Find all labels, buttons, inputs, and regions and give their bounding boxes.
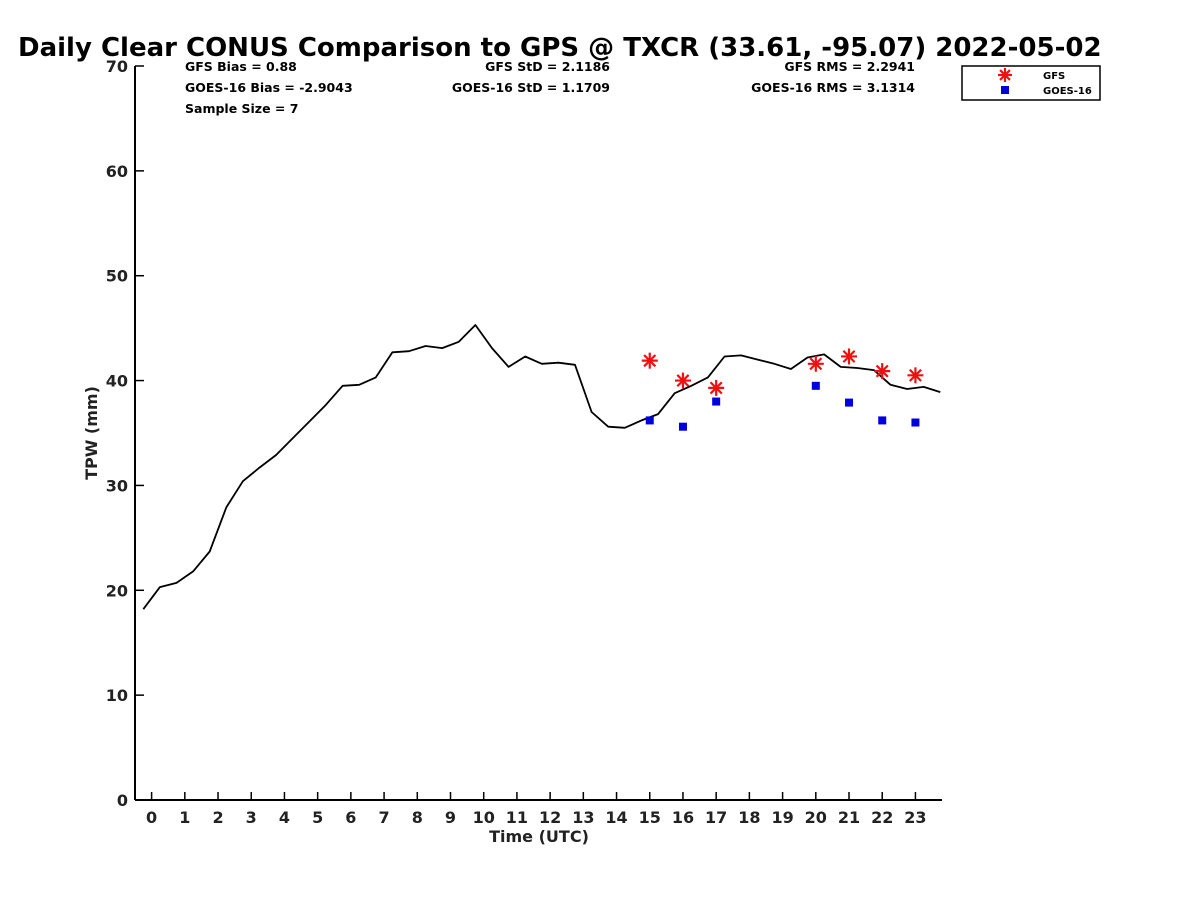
gps-tpw-line	[142, 324, 941, 610]
gfs-bias-text: GFS Bias = 0.88	[185, 59, 297, 74]
legend: GFS GOES-16	[961, 65, 1101, 101]
goes-point	[878, 416, 887, 425]
x-tick-label: 21	[838, 808, 860, 827]
x-tick-label: 18	[738, 808, 760, 827]
x-tick-label: 7	[379, 808, 390, 827]
x-tick-label: 6	[345, 808, 356, 827]
x-tick-label: 3	[246, 808, 257, 827]
x-tick-label: 22	[871, 808, 893, 827]
x-tick-label: 11	[506, 808, 528, 827]
goes-point	[811, 381, 820, 390]
x-tick-label: 1	[179, 808, 190, 827]
x-ticks: 0 1 2 3 4 5 6 7 8 9 10 11 12 13 14 15 16 17 18 19 20 21 22 23	[146, 792, 927, 827]
x-tick-label: 10	[473, 808, 495, 827]
x-tick-label: 2	[212, 808, 223, 827]
gfs-point	[807, 355, 824, 372]
goes-rms-text: GOES-16 RMS = 3.1314	[751, 80, 915, 95]
sample-size-text: Sample Size = 7	[185, 101, 298, 116]
goes-point	[911, 418, 920, 427]
y-tick-label: 0	[117, 791, 128, 810]
x-tick-label: 14	[605, 808, 627, 827]
y-tick-label: 60	[106, 162, 128, 181]
legend-box	[961, 65, 1101, 101]
x-tick-label: 19	[771, 808, 793, 827]
chart-title: Daily Clear CONUS Comparison to GPS @ TX…	[18, 33, 1102, 63]
y-tick-label: 40	[106, 372, 128, 391]
axes	[134, 66, 942, 801]
y-tick-label: 70	[106, 57, 128, 76]
x-tick-label: 5	[312, 808, 323, 827]
x-tick-label: 8	[412, 808, 423, 827]
legend-goes-marker	[1001, 86, 1009, 94]
x-tick-label: 13	[572, 808, 594, 827]
y-ticks: 0 10 20 30 40 50 60 70	[106, 57, 144, 810]
y-tick-label: 20	[106, 581, 128, 600]
legend-goes-label: GOES-16	[1043, 86, 1092, 97]
legend-gfs-label: GFS	[1043, 71, 1065, 82]
gfs-point	[907, 367, 924, 384]
x-tick-label: 23	[904, 808, 926, 827]
y-tick-label: 10	[106, 686, 128, 705]
series-layer	[142, 324, 941, 610]
y-axis-label: TPW (mm)	[82, 386, 101, 480]
x-tick-label: 9	[445, 808, 456, 827]
x-tick-label: 12	[539, 808, 561, 827]
gfs-point	[674, 372, 691, 389]
x-axis-label: Time (UTC)	[489, 827, 589, 846]
legend-gfs-marker	[998, 68, 1012, 82]
x-tick-label: 0	[146, 808, 157, 827]
goes-std-text: GOES-16 StD = 1.1709	[452, 80, 610, 95]
goes-point	[845, 398, 854, 407]
gfs-rms-text: GFS RMS = 2.2941	[784, 59, 915, 74]
y-tick-label: 30	[106, 476, 128, 495]
gfs-point	[641, 352, 658, 369]
gfs-point	[708, 379, 725, 396]
goes-bias-text: GOES-16 Bias = -2.9043	[185, 80, 353, 95]
gfs-point	[841, 348, 858, 365]
x-tick-label: 16	[672, 808, 694, 827]
legend-gfs-asterisk	[998, 68, 1012, 82]
stats-block: GFS Bias = 0.88 GOES-16 Bias = -2.9043 S…	[185, 59, 915, 116]
gfs-std-text: GFS StD = 2.1186	[485, 59, 610, 74]
x-tick-label: 17	[705, 808, 727, 827]
y-tick-label: 50	[106, 267, 128, 286]
x-tick-label: 4	[279, 808, 290, 827]
goes-point	[645, 416, 654, 425]
goes-point	[712, 397, 721, 406]
gfs-point	[874, 363, 891, 380]
goes-point	[678, 422, 687, 431]
x-tick-label: 15	[639, 808, 661, 827]
x-tick-label: 20	[805, 808, 827, 827]
